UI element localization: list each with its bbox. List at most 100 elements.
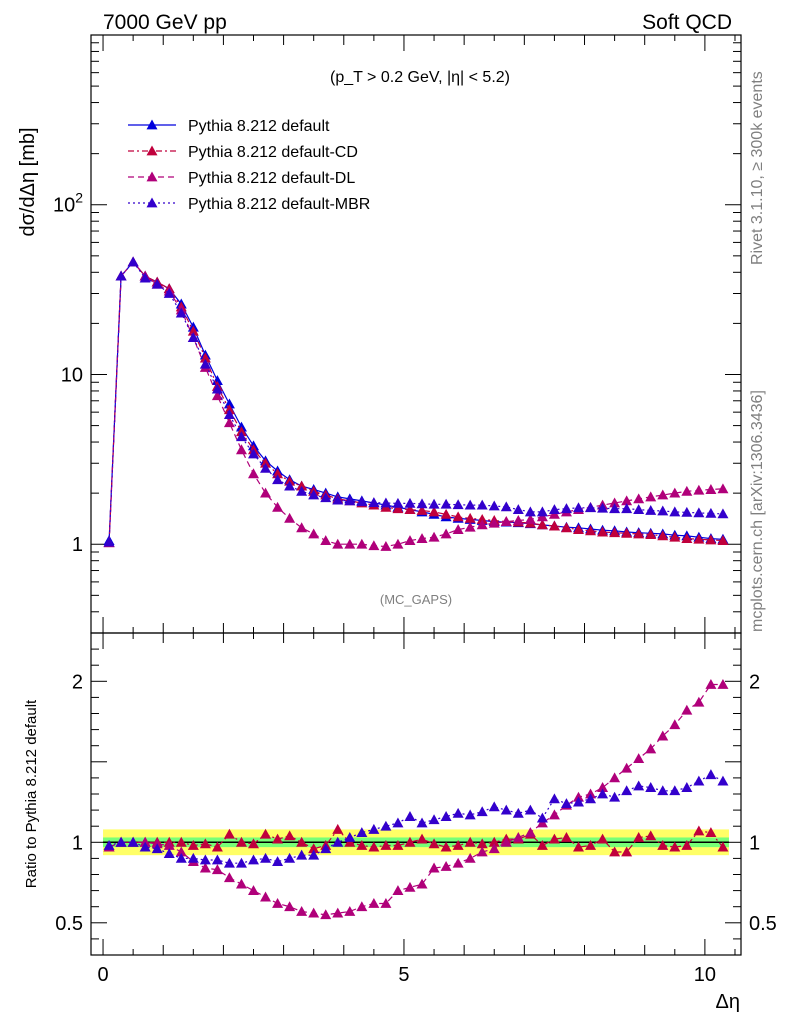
ratio-data-point [344,831,356,842]
main-data-point [645,529,657,539]
main-series-1 [103,256,729,548]
ratio-series-line [108,828,724,853]
main-data-point [296,522,308,533]
ratio-data-point [717,775,729,786]
ratio-data-point [560,831,572,842]
main-data-point [284,512,296,523]
main-data-point [103,536,115,547]
ratio-data-point [609,846,621,857]
main-series-line [108,261,723,541]
ratio-data-point [260,891,272,902]
main-data-point [199,352,211,363]
main-data-point [296,485,308,496]
main-data-point [512,514,524,525]
ratio-data-point [621,785,633,796]
ratio-data-point [223,857,235,868]
main-data-point [187,325,199,336]
ratio-data-point [332,836,344,847]
main-data-point [621,495,633,506]
ratio-data-point [440,841,452,852]
ratio-series-1 [103,679,729,920]
main-data-point [681,533,693,543]
ratio-data-point [416,878,428,889]
main-data-point [211,390,223,401]
header-right: Soft QCD [642,11,732,34]
main-data-point [356,538,368,549]
ratio-data-point [428,814,440,825]
main-data-point [512,504,524,514]
ratio-data-point [404,836,416,847]
ratio-data-point [440,811,452,821]
ratio-data-point [211,864,223,875]
ratio-data-point [368,823,380,834]
main-data-point [560,522,572,533]
legend-label: Pythia 8.212 default [188,118,330,135]
main-data-point [693,484,705,495]
main-data-point [597,502,609,513]
ratio-data-point [524,827,536,838]
ratio-data-point [248,885,259,895]
main-data-point [211,383,223,394]
ratio-data-point [548,793,560,804]
legend-marker [146,171,158,182]
ratio-series-line [108,774,724,864]
main-series-3 [103,256,729,547]
ratio-data-point [211,854,223,865]
main-data-point [705,507,717,518]
main-data-point [404,535,416,546]
main-data-point [416,505,428,515]
main-data-point [717,535,729,546]
main-data-point [344,538,356,549]
main-data-point [705,534,717,545]
main-data-point [452,511,464,522]
ratio-data-point [621,846,633,857]
ratio-data-point [392,817,404,828]
main-panel: 1 10 102 dσ/dΔη [mb] (p_T > 0.2 GeV, |η| <… [17,34,742,634]
ratio-data-point [127,836,139,847]
main-data-point [657,489,669,500]
main-data-point [139,272,151,283]
main-data-point [404,497,416,508]
ratio-data-point [609,791,621,802]
ratio-data-point [621,762,633,773]
main-data-point [223,398,235,409]
main-data-point [657,530,669,541]
ratio-data-point [428,838,440,849]
ratio-y-tick-label: 0.5 [55,913,83,935]
ratio-data-point [488,801,500,812]
ratio-data-point [464,836,476,847]
main-data-point [332,494,344,505]
ratio-data-point [488,843,500,854]
main-data-point [296,480,308,491]
ratio-data-point [657,730,669,741]
ratio-data-point [235,836,247,847]
main-data-point [645,505,657,515]
main-data-point [657,505,669,516]
ratio-panel-frame [90,632,742,956]
ratio-data-point [705,827,717,838]
main-data-point [272,501,284,512]
ratio-data-point [284,901,296,912]
ratio-data-point [404,811,416,821]
ratio-data-point [548,809,560,820]
main-data-point [560,503,572,514]
ratio-data-point [500,836,512,847]
ratio-data-point [211,841,223,852]
ratio-data-point [115,836,127,847]
main-data-point [440,528,452,539]
main-data-point [645,491,657,502]
main-data-point [248,468,259,479]
ratio-data-point [187,840,199,850]
ratio-data-point [320,909,332,920]
ratio-data-point [163,848,175,858]
main-data-point [609,497,621,508]
ratio-data-point [380,897,392,908]
main-data-point [416,533,428,543]
ratio-data-point [260,828,272,839]
main-data-point [536,506,548,517]
main-data-point [320,492,332,503]
ratio-data-point [512,807,524,818]
legend-item: Pythia 8.212 default-CD [128,144,358,161]
main-data-point [440,498,452,509]
